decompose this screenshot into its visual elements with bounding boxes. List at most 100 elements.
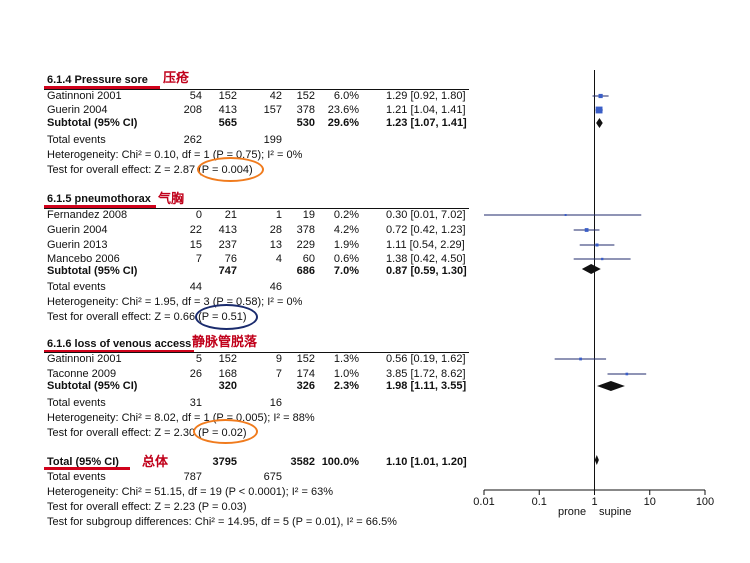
study-ci: 1.21 [1.04, 1.41] [386, 104, 466, 116]
group-title-pressure-sore: 6.1.4 Pressure sore [47, 74, 148, 86]
study-e1: 22 [189, 224, 202, 236]
subtotal-weight: 2.3% [333, 380, 359, 392]
study-weight: 1.9% [333, 239, 359, 251]
study-name: Gatinnoni 2001 [47, 353, 122, 365]
study-ci: 1.29 [0.92, 1.80] [386, 90, 466, 102]
subtotal-weight: 7.0% [333, 265, 359, 277]
point-estimate [601, 257, 604, 261]
study-ci: 3.85 [1.72, 8.62] [386, 368, 466, 380]
study-weight: 0.2% [333, 209, 359, 221]
point-estimate [595, 106, 603, 114]
study-e2: 7 [275, 368, 282, 380]
subtotal-diamond [597, 381, 625, 391]
study-e1: 7 [195, 253, 202, 265]
study-n1: 413 [218, 224, 237, 236]
xlabel-right: supine [599, 506, 631, 518]
subtotal-n2: 326 [296, 380, 315, 392]
red-underline [44, 350, 194, 353]
study-e2: 42 [269, 90, 282, 102]
group-divider [44, 89, 469, 90]
total-events-label: Total events [47, 134, 106, 146]
subtotal-n1: 320 [218, 380, 237, 392]
subtotal-n2: 530 [296, 117, 315, 129]
x-tick-label: 0.1 [532, 496, 547, 508]
study-e2: 9 [275, 353, 282, 365]
highlight-ellipse [193, 419, 258, 444]
total-events-e2: 16 [269, 397, 282, 409]
total-events-e1: 787 [183, 471, 202, 483]
study-e1: 54 [189, 90, 202, 102]
subtotal-label: Subtotal (95% CI) [47, 265, 138, 277]
red-underline [44, 467, 130, 470]
study-e2: 1 [275, 209, 282, 221]
annotation-overall: 总体 [142, 455, 169, 470]
heterogeneity-text: Heterogeneity: Chi² = 8.02, df = 1 (P = … [47, 412, 315, 424]
study-n1: 152 [218, 90, 237, 102]
total-weight: 100.0% [321, 456, 359, 468]
group-divider [44, 208, 469, 209]
study-e2: 28 [269, 224, 282, 236]
total-events-e2: 199 [263, 134, 282, 146]
study-name: Taconne 2009 [47, 368, 117, 380]
study-weight: 6.0% [333, 90, 359, 102]
study-n1: 152 [218, 353, 237, 365]
study-name: Gatinnoni 2001 [47, 90, 122, 102]
study-ci: 0.30 [0.01, 7.02] [386, 209, 466, 221]
point-estimate [564, 214, 567, 216]
group-title-venous-access: 6.1.6 loss of venous access [47, 338, 192, 350]
study-n1: 168 [218, 368, 237, 380]
study-ci: 0.72 [0.42, 1.23] [386, 224, 466, 236]
study-name: Guerin 2013 [47, 239, 108, 251]
heterogeneity-text: Heterogeneity: Chi² = 51.15, df = 19 (P … [47, 486, 333, 498]
study-n2: 378 [296, 104, 315, 116]
total-events-label: Total events [47, 471, 106, 483]
annotation-pneumothorax: 气胸 [158, 192, 185, 207]
x-tick-label: 100 [696, 496, 714, 508]
total-n1: 3795 [212, 456, 237, 468]
x-tick-label: 1 [591, 496, 597, 508]
study-n2: 378 [296, 224, 315, 236]
study-n1: 21 [224, 209, 237, 221]
study-e1: 208 [183, 104, 202, 116]
group-divider [44, 352, 469, 353]
red-underline [44, 205, 156, 208]
study-weight: 23.6% [327, 104, 359, 116]
annotation-venous-access: 静脉管脱落 [192, 335, 258, 350]
study-e1: 15 [189, 239, 202, 251]
point-estimate [595, 243, 599, 247]
total-events-label: Total events [47, 281, 106, 293]
study-e2: 157 [263, 104, 282, 116]
study-n2: 174 [296, 368, 315, 380]
total-diamond [594, 455, 599, 465]
point-estimate [584, 228, 589, 232]
total-ci: 1.10 [1.01, 1.20] [386, 456, 467, 468]
study-n1: 413 [218, 104, 237, 116]
highlight-ellipse [197, 157, 264, 182]
annotation-pressure-sore: 压疮 [163, 71, 190, 86]
subtotal-n1: 565 [218, 117, 237, 129]
total-n2: 3582 [290, 456, 315, 468]
study-n2: 152 [296, 90, 315, 102]
total-events-e1: 31 [189, 397, 202, 409]
total-events-e1: 44 [189, 281, 202, 293]
study-ci: 0.56 [0.19, 1.62] [386, 353, 466, 365]
subtotal-ci: 0.87 [0.59, 1.30] [386, 265, 467, 277]
study-n1: 237 [218, 239, 237, 251]
overall-effect-text: Test for overall effect: Z = 2.23 (P = 0… [47, 501, 247, 513]
study-n2: 152 [296, 353, 315, 365]
subtotal-diamond [596, 118, 603, 128]
subtotal-weight: 29.6% [327, 117, 359, 129]
total-events-e2: 675 [263, 471, 282, 483]
subtotal-diamond [581, 264, 601, 274]
subgroup-differences-text: Test for subgroup differences: Chi² = 14… [47, 516, 397, 528]
point-estimate [598, 93, 603, 99]
subtotal-ci: 1.98 [1.11, 3.55] [386, 380, 467, 392]
study-weight: 1.0% [333, 368, 359, 380]
study-n2: 19 [302, 209, 315, 221]
study-weight: 0.6% [333, 253, 359, 265]
xlabel-left: prone [558, 506, 586, 518]
point-estimate [579, 357, 582, 361]
point-estimate [625, 372, 629, 376]
study-e1: 0 [195, 209, 202, 221]
